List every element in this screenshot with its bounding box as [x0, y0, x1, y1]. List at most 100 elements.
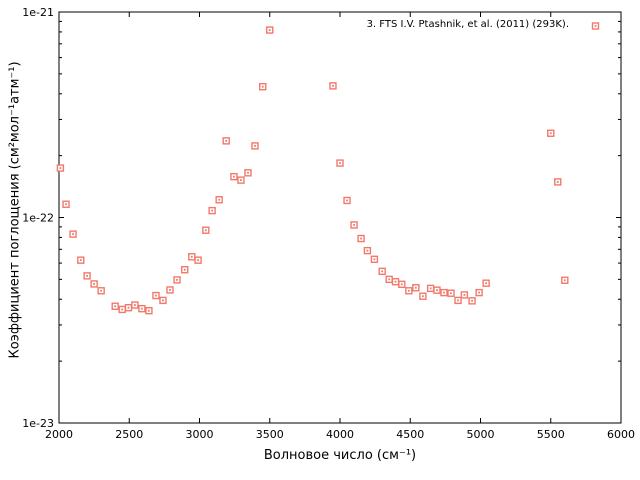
x-tick-label: 5500 — [537, 428, 565, 441]
marker-dot — [450, 292, 452, 295]
data-point — [385, 275, 393, 284]
data-point — [405, 287, 413, 295]
marker-dot — [594, 25, 597, 27]
data-point — [194, 256, 202, 264]
data-point — [426, 284, 435, 293]
marker-dot — [133, 304, 136, 306]
marker-dot — [414, 286, 417, 289]
marker-dot — [381, 270, 384, 273]
data-point — [56, 164, 65, 172]
marker-dot — [463, 294, 466, 296]
plot-frame — [58, 11, 622, 424]
data-point — [343, 196, 351, 205]
x-tick-label: 3500 — [256, 428, 284, 441]
data-point — [230, 172, 238, 181]
data-point — [222, 137, 230, 145]
data-point — [90, 280, 98, 288]
marker-dot — [443, 291, 445, 294]
marker-dot — [100, 289, 103, 292]
data-point — [259, 83, 267, 91]
data-point — [454, 296, 462, 305]
marker-dot — [155, 294, 157, 297]
marker-dot — [563, 279, 566, 282]
marker-dot — [556, 181, 559, 183]
marker-dot — [93, 283, 96, 285]
data-point — [370, 255, 379, 264]
data-point — [460, 291, 469, 299]
data-point — [482, 279, 490, 287]
marker-dot — [176, 278, 178, 281]
data-point — [97, 287, 105, 295]
data-point — [391, 278, 400, 286]
data-point — [118, 305, 126, 314]
marker-dot — [254, 145, 256, 147]
y-tick-label: 1e-21 — [22, 6, 54, 19]
marker-dot — [436, 289, 438, 292]
data-point — [547, 129, 555, 137]
marker-dot — [86, 274, 88, 277]
marker-dot — [457, 299, 459, 302]
x-tick-label: 4500 — [396, 428, 424, 441]
data-point — [357, 234, 365, 243]
data-point — [138, 304, 146, 313]
data-point — [447, 289, 455, 297]
marker-dot — [332, 84, 334, 87]
data-point — [77, 256, 85, 264]
x-axis-title: Волновое число (см⁻¹) — [263, 448, 417, 463]
data-point — [244, 169, 252, 177]
marker-dot — [339, 162, 341, 164]
data-point — [188, 253, 196, 261]
data-point — [62, 200, 70, 208]
marker-dot — [59, 167, 62, 169]
marker-dot — [247, 171, 249, 174]
data-point — [266, 26, 274, 34]
marker-dot — [190, 255, 193, 258]
data-point — [124, 303, 133, 312]
data-point — [433, 286, 441, 294]
marker-dot — [197, 259, 199, 262]
marker-dot — [114, 305, 117, 308]
marker-dot — [65, 203, 67, 206]
marker-dot — [360, 237, 362, 240]
marker-dot — [471, 299, 473, 302]
marker-dot — [169, 289, 171, 291]
data-point — [378, 267, 386, 276]
marker-dot — [261, 85, 264, 88]
marker-dot — [394, 280, 397, 283]
x-tick-label: 5000 — [467, 428, 495, 441]
marker-dot — [346, 199, 348, 202]
data-point — [152, 291, 160, 300]
marker-dot — [429, 287, 432, 290]
marker-dot — [400, 283, 403, 286]
data-point — [561, 276, 569, 284]
marker-dot — [211, 209, 214, 212]
data-point — [111, 302, 119, 310]
marker-dot — [162, 299, 164, 302]
marker-dot — [218, 198, 221, 201]
data-point — [69, 230, 77, 238]
x-tick-label: 2000 — [45, 428, 73, 441]
marker-dot — [388, 278, 391, 281]
marker-dot — [121, 308, 124, 311]
legend-marker — [591, 22, 600, 30]
data-point — [173, 276, 181, 284]
data-point — [363, 246, 372, 255]
marker-dot — [140, 307, 143, 310]
marker-dot — [485, 282, 488, 285]
marker-dot — [478, 291, 480, 294]
data-point — [166, 286, 174, 294]
data-point — [412, 284, 420, 292]
marker-dot — [225, 139, 228, 142]
data-point — [237, 176, 245, 184]
data-point — [145, 306, 153, 315]
marker-dot — [127, 306, 130, 309]
marker-dot — [233, 175, 235, 178]
data-point — [208, 206, 216, 215]
x-tick-label: 3000 — [186, 428, 214, 441]
data-point — [202, 226, 210, 234]
marker-dot — [183, 268, 186, 271]
marker-dot — [549, 132, 552, 135]
marker-dot — [72, 233, 74, 236]
